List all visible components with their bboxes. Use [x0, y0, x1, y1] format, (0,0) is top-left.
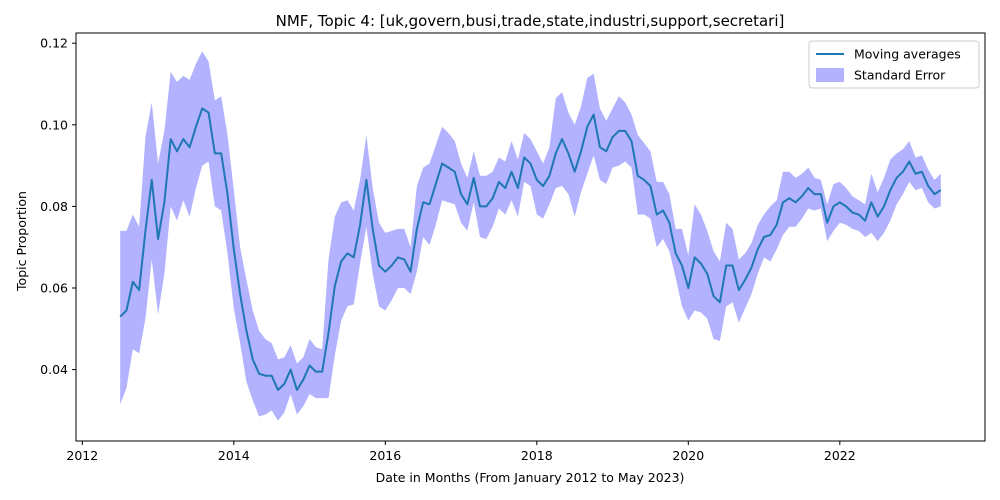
y-tick-label: 0.08 [40, 199, 68, 214]
y-tick-label: 0.04 [40, 362, 68, 377]
x-tick-label: 2014 [218, 448, 250, 463]
legend-label-standard-error: Standard Error [854, 68, 946, 83]
y-tick-label: 0.10 [40, 117, 68, 132]
axes-frame [75, 32, 986, 442]
moving-averages-line [119, 107, 942, 391]
x-tick-label: 2022 [824, 448, 856, 463]
x-tick-label: 2020 [672, 448, 704, 463]
legend-box [808, 40, 980, 89]
x-tick-label: 2012 [66, 448, 98, 463]
x-axis: 2012 2014 2016 2018 2020 2022 [66, 441, 856, 463]
legend-swatch-standard-error [816, 68, 844, 82]
y-axis-label: Topic Proportion [14, 191, 29, 292]
moving-averages-line-layer [119, 107, 942, 391]
standard-error-band-layer [120, 51, 941, 421]
x-tick-label: 2018 [521, 448, 553, 463]
legend: Moving averages Standard Error [808, 40, 980, 89]
x-axis-label: Date in Months (From January 2012 to May… [376, 470, 685, 485]
legend-label-moving-averages: Moving averages [854, 47, 961, 62]
standard-error-band [120, 51, 941, 421]
y-axis: 0.04 0.06 0.08 0.10 0.12 [40, 36, 76, 377]
x-tick-label: 2016 [369, 448, 401, 463]
y-tick-label: 0.12 [40, 36, 68, 51]
y-tick-label: 0.06 [40, 281, 68, 296]
chart-title: NMF, Topic 4: [uk,govern,busi,trade,stat… [276, 12, 785, 30]
plot-area [75, 32, 986, 442]
